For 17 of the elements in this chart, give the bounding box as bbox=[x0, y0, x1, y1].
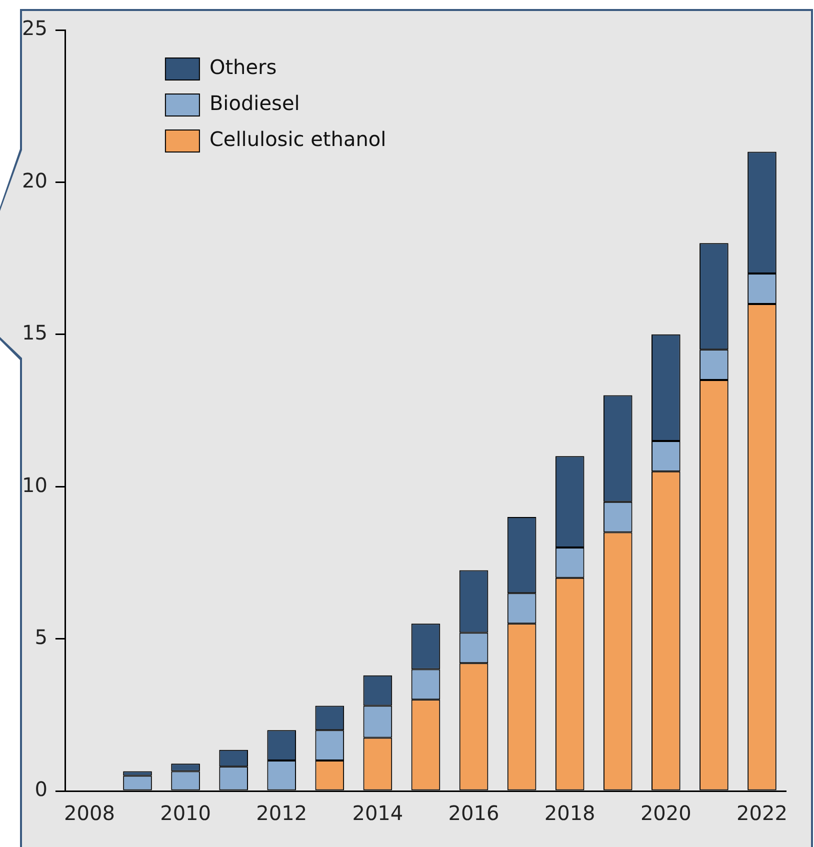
x-tick-label: 2022 bbox=[736, 801, 788, 826]
legend-label: Others bbox=[209, 55, 277, 80]
x-tick-label: 2020 bbox=[640, 801, 692, 826]
y-tick-label: 0 bbox=[34, 777, 48, 802]
y-tick-label: 20 bbox=[22, 168, 48, 192]
legend-label: Biodiesel bbox=[209, 91, 300, 116]
y-tick-label: 5 bbox=[34, 625, 48, 650]
x-tick-label: 2014 bbox=[352, 801, 404, 826]
x-tick-label: 2008 bbox=[64, 801, 115, 826]
legend-label: Cellulosic ethanol bbox=[209, 127, 386, 152]
y-tick-label: 10 bbox=[22, 472, 48, 497]
y-tick-label: 15 bbox=[22, 320, 48, 345]
x-tick-label: 2018 bbox=[544, 801, 596, 826]
x-tick-label: 2012 bbox=[256, 801, 308, 826]
x-tick-label: 2010 bbox=[160, 801, 211, 826]
x-tick-label: 2016 bbox=[448, 801, 500, 826]
y-tick-label: 25 bbox=[22, 16, 48, 40]
